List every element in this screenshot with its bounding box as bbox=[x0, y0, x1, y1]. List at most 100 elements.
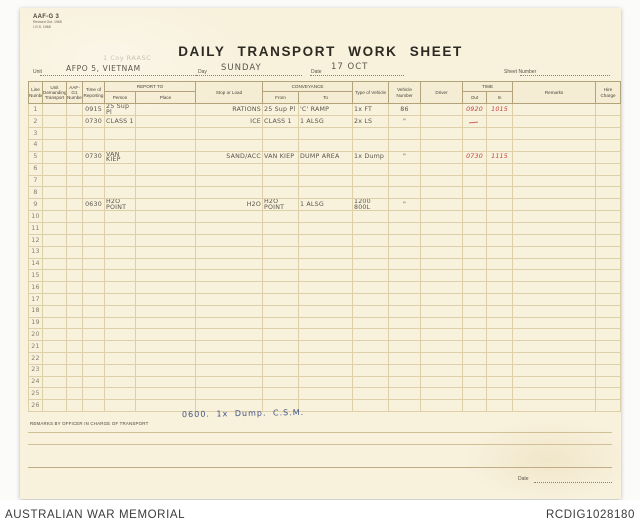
cell-to bbox=[297, 233, 354, 247]
cell-veh_no: 86 bbox=[388, 102, 422, 117]
cell-unit_demanding bbox=[42, 375, 67, 389]
cell-time bbox=[82, 328, 105, 342]
cell-out: 0730 bbox=[462, 150, 488, 164]
cell-person bbox=[104, 387, 136, 401]
cell-out bbox=[462, 269, 488, 283]
cell-time bbox=[82, 174, 105, 188]
cell-veh_no bbox=[388, 351, 422, 365]
cell-type bbox=[352, 162, 390, 176]
cell-driver bbox=[420, 198, 464, 212]
cell-in bbox=[486, 375, 514, 389]
cell-stop_or_load bbox=[195, 316, 263, 330]
cell-person bbox=[104, 399, 136, 412]
cell-stop_or_load: SAND/ACC bbox=[195, 150, 263, 164]
cell-stop_or_load bbox=[195, 351, 263, 365]
table-row: 17 bbox=[28, 292, 622, 306]
cell-person: CLASS 1 bbox=[104, 115, 136, 128]
table-row: 4 bbox=[28, 138, 622, 152]
cell-remarks bbox=[512, 269, 597, 283]
bottom-date-ruled-line bbox=[534, 482, 612, 483]
cell-hire bbox=[595, 387, 622, 401]
cell-in bbox=[486, 126, 514, 140]
cell-out bbox=[462, 233, 488, 247]
cell-driver bbox=[420, 210, 464, 224]
cell-stop_or_load bbox=[195, 210, 263, 224]
cell-from bbox=[262, 233, 299, 247]
cell-veh_no bbox=[388, 399, 422, 412]
date-ruled-line bbox=[310, 75, 404, 76]
cell-time bbox=[82, 233, 105, 247]
cell-to bbox=[297, 245, 354, 259]
cell-line: 24 bbox=[28, 375, 43, 389]
date-label: Date bbox=[311, 69, 322, 75]
cell-time bbox=[82, 138, 105, 152]
cell-person bbox=[104, 316, 136, 330]
cell-type bbox=[352, 304, 390, 318]
cell-from bbox=[262, 257, 299, 271]
unit-value-handwritten: AFPO 5, VIETNAM bbox=[66, 64, 141, 73]
cell-line: 8 bbox=[28, 186, 43, 200]
cell-person bbox=[104, 375, 136, 389]
table-row: 11 bbox=[28, 222, 622, 235]
cell-unit_demanding bbox=[42, 138, 67, 152]
ruled-line bbox=[28, 432, 612, 433]
cell-stop_or_load bbox=[195, 245, 263, 259]
sheet-number-ruled-line bbox=[520, 75, 610, 76]
cell-in bbox=[486, 186, 514, 200]
cell-person: VAN KIEP bbox=[104, 150, 136, 164]
cell-time bbox=[82, 351, 105, 365]
cell-stop_or_load bbox=[195, 186, 263, 200]
cell-hire bbox=[595, 198, 622, 212]
cell-time bbox=[82, 304, 105, 318]
cell-stop_or_load bbox=[195, 387, 263, 401]
cell-place bbox=[135, 375, 196, 389]
cell-person bbox=[104, 340, 136, 353]
cell-hire bbox=[595, 316, 622, 330]
cell-hire bbox=[595, 281, 622, 294]
form-code-block: AAF-G 3 Revised Oct. 1965 I.G.S. 1968 bbox=[33, 14, 62, 29]
cell-type bbox=[352, 292, 390, 306]
cell-hire bbox=[595, 257, 622, 271]
cell-veh_no bbox=[388, 328, 422, 342]
ruled-line bbox=[28, 467, 612, 468]
cell-to bbox=[297, 387, 354, 401]
cell-stop_or_load bbox=[195, 126, 263, 140]
cell-veh_no bbox=[388, 316, 422, 330]
cell-line: 5 bbox=[28, 150, 43, 164]
cell-veh_no bbox=[388, 126, 422, 140]
col-header-in: In bbox=[486, 91, 514, 104]
cell-driver bbox=[420, 351, 464, 365]
cell-place bbox=[135, 351, 196, 365]
archive-institution-label: AUSTRALIAN WAR MEMORIAL bbox=[5, 508, 186, 521]
cell-unit_demanding bbox=[42, 257, 67, 271]
cell-unit_demanding bbox=[42, 150, 67, 164]
cell-out bbox=[462, 198, 488, 212]
cell-remarks bbox=[512, 351, 597, 365]
cell-from bbox=[262, 328, 299, 342]
cell-driver bbox=[420, 102, 464, 117]
cell-person bbox=[104, 126, 136, 140]
cell-remarks bbox=[512, 174, 597, 188]
cell-unit_demanding bbox=[42, 269, 67, 283]
cell-driver bbox=[420, 269, 464, 283]
cell-to bbox=[297, 328, 354, 342]
cell-time bbox=[82, 387, 105, 401]
cell-type bbox=[352, 328, 390, 342]
cell-stop_or_load bbox=[195, 363, 263, 377]
table-row: 20 bbox=[28, 328, 622, 342]
cell-time bbox=[82, 257, 105, 271]
cell-aafg1 bbox=[66, 245, 83, 259]
cell-time bbox=[82, 222, 105, 235]
cell-place bbox=[135, 138, 196, 152]
cell-in bbox=[486, 316, 514, 330]
cell-aafg1 bbox=[66, 186, 83, 200]
cell-hire bbox=[595, 210, 622, 224]
cell-unit_demanding bbox=[42, 387, 67, 401]
cell-driver bbox=[420, 186, 464, 200]
unit-ruled-line bbox=[40, 75, 232, 76]
cell-aafg1 bbox=[66, 115, 83, 128]
cell-driver bbox=[420, 328, 464, 342]
table-row: 25 bbox=[28, 387, 622, 401]
cell-remarks bbox=[512, 245, 597, 259]
cell-from bbox=[262, 292, 299, 306]
